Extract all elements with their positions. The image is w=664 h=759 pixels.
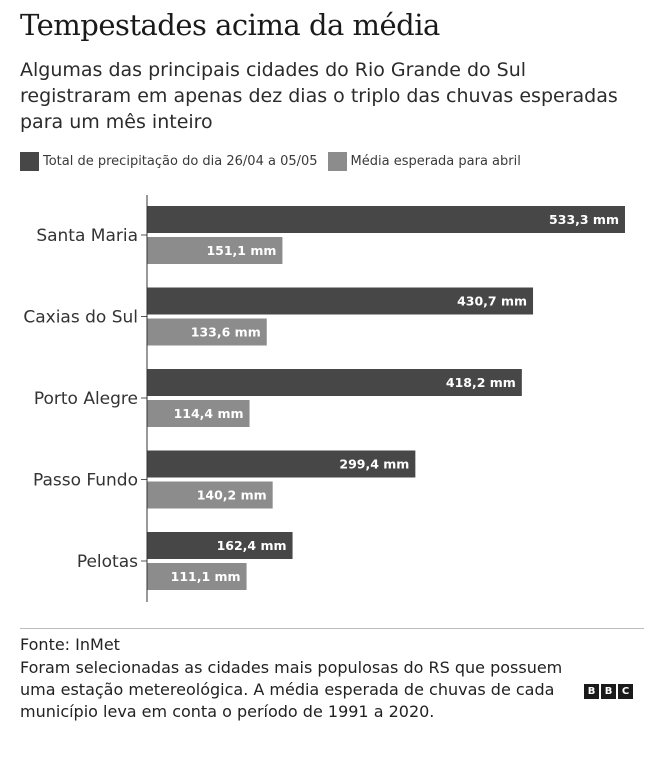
bar-average [147,237,283,264]
bar-chart: 533,3 mm 151,1 mm Santa Maria 430,7 mm 133,6… [23,195,625,602]
bar-total [147,450,416,478]
footer-divider [20,628,644,629]
bbc-logo-letter: B [601,684,616,699]
data-label: 151,1 mm [206,243,276,258]
source-text: Fonte: InMet [20,635,120,654]
bbc-logo: B B C [584,684,635,699]
data-label: 111,1 mm [171,569,241,584]
chart-subtitle: Algumas das principais cidades do Rio Gr… [20,59,618,133]
category-label: Pelotas [77,552,138,572]
legend-label-total: Total de precipitação do dia 26/04 a 05/… [43,153,318,169]
bar-total [147,369,522,396]
category-label: Passo Fundo [33,471,138,491]
bar-average [147,481,273,509]
bar-total [147,206,625,233]
footer-note: Foram selecionadas as cidades mais popul… [20,658,563,721]
data-label: 140,2 mm [197,488,267,503]
bbc-logo-letter: B [584,684,599,699]
bar-total [147,532,293,559]
data-label: 430,7 mm [457,294,527,309]
data-label: 299,4 mm [339,457,409,472]
category-label: Caxias do Sul [23,308,138,328]
legend-item-average: Média esperada para abril [327,151,521,171]
data-label: 133,6 mm [191,325,261,340]
bar-total [147,287,534,315]
data-label: 114,4 mm [174,406,244,421]
category-label: Santa Maria [36,226,138,246]
chart-title: Tempestades acima da média [20,8,440,42]
data-label: 533,3 mm [549,212,619,227]
bar-average [147,563,247,590]
legend-label-average: Média esperada para abril [350,153,521,169]
legend: Total de precipitação do dia 26/04 a 05/… [20,151,531,171]
data-label: 162,4 mm [217,538,287,553]
legend-swatch-average [327,151,347,171]
legend-item-total: Total de precipitação do dia 26/04 a 05/… [20,151,318,171]
data-label: 418,2 mm [446,375,516,390]
bbc-logo-letter: C [618,684,633,699]
category-label: Porto Alegre [34,389,138,409]
bar-average [147,318,267,346]
bar-average [147,400,250,427]
legend-swatch-total [20,151,39,171]
